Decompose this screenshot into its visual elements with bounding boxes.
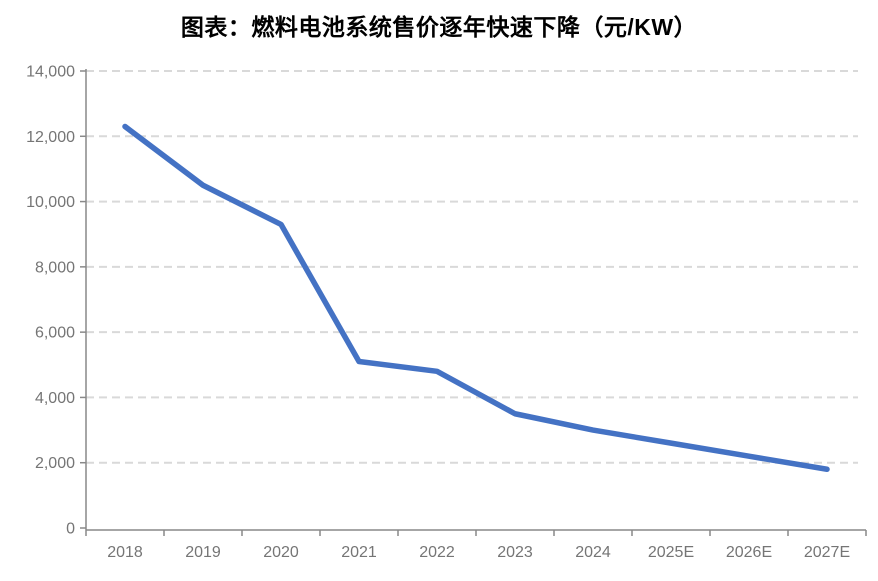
x-tick-label: 2020: [263, 544, 299, 561]
x-tick-label: 2021: [341, 544, 377, 561]
x-tick-label: 2024: [575, 544, 611, 561]
y-tick-label: 6,000: [35, 325, 75, 342]
x-tick-label: 2018: [107, 544, 143, 561]
x-tick-label: 2026E: [726, 544, 772, 561]
x-tick-label: 2023: [497, 544, 533, 561]
x-tick-label: 2027E: [804, 544, 850, 561]
y-tick-label: 10,000: [26, 194, 75, 211]
chart-title: 图表：燃料电池系统售价逐年快速下降（元/KW）: [180, 14, 698, 40]
x-tick-label: 2019: [185, 544, 221, 561]
y-tick-label: 0: [66, 521, 75, 538]
y-tick-label: 8,000: [35, 259, 75, 276]
y-tick-label: 12,000: [26, 129, 75, 146]
y-tick-label: 2,000: [35, 455, 75, 472]
x-tick-label: 2025E: [648, 544, 694, 561]
price-series-line: [122, 123, 830, 472]
y-tick-label: 14,000: [26, 64, 75, 81]
x-tick-label: 2022: [419, 544, 455, 561]
y-tick-label: 4,000: [35, 390, 75, 407]
